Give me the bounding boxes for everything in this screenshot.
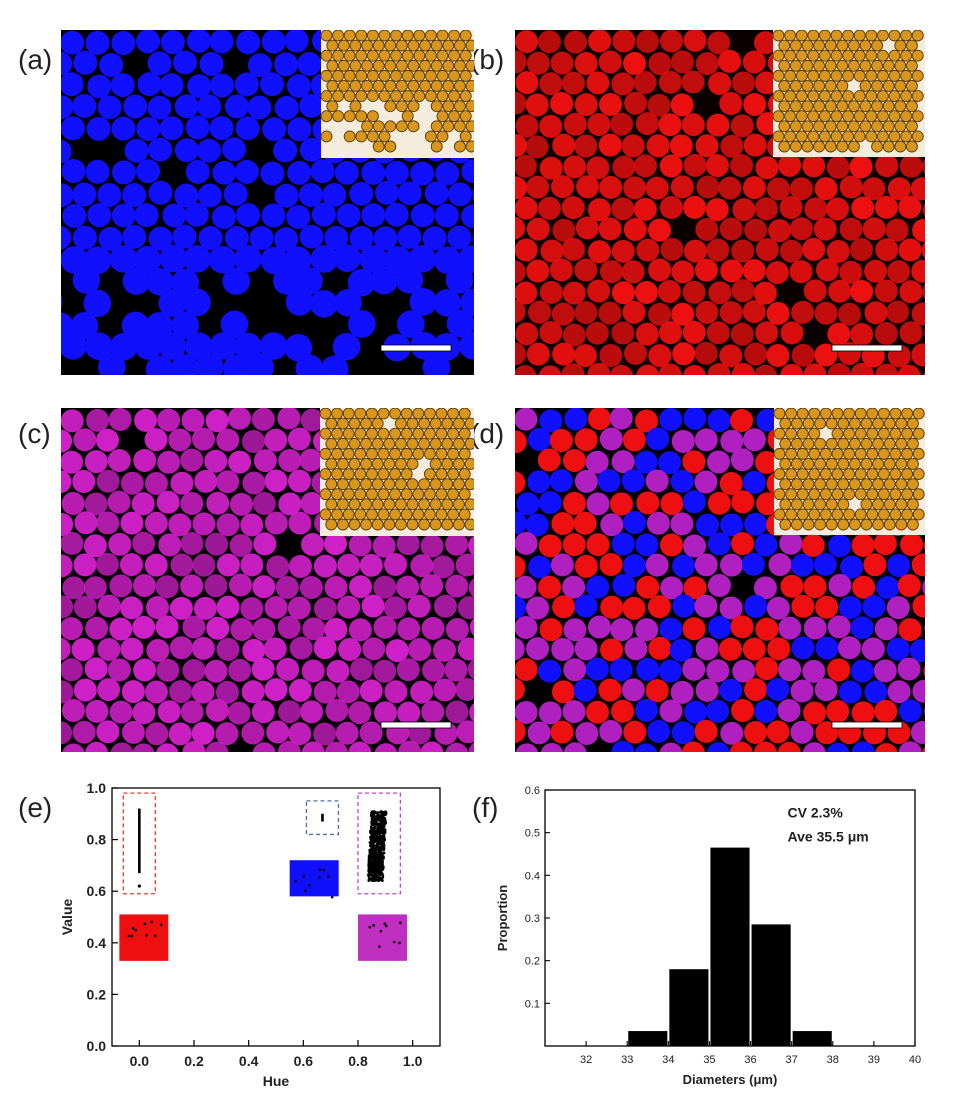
x-tick-label: 0.2: [184, 1053, 204, 1069]
swatch-red: [119, 914, 169, 961]
histogram-bar-36: [751, 924, 791, 1046]
x-tick-label: 33: [621, 1054, 633, 1066]
y-tick-label: 0.4: [87, 935, 107, 951]
histogram-bar-33: [628, 1031, 668, 1046]
annotation-1: Ave 35.5 μm: [788, 829, 869, 845]
x-tick-label: 32: [580, 1054, 592, 1066]
x-tick-label: 0.8: [348, 1053, 368, 1069]
y-tick-label: 0.6: [525, 785, 540, 797]
micrograph-c: [61, 408, 474, 752]
y-tick-label: 0.3: [525, 913, 540, 925]
y-tick-label: 0.6: [87, 883, 107, 899]
histogram-bar-35: [710, 847, 750, 1046]
histogram-bar-34: [669, 969, 709, 1046]
panel-label-a: (a): [18, 44, 53, 75]
panel-label-c: (c): [18, 418, 51, 449]
series-magenta: [357, 792, 407, 961]
panel-label-f: (f): [472, 792, 499, 823]
micro-b-image: [515, 30, 925, 375]
y-tick-label: 1.0: [87, 780, 107, 796]
y-tick-label: 0.8: [87, 832, 107, 848]
point-red-low: [137, 884, 141, 888]
panel-label-d: (d): [470, 418, 505, 449]
x-tick-label: 0.4: [239, 1053, 259, 1069]
diameter-histogram-chart: 32 33 34 35 36 37 38 39 40 0.1 0.2 0.3 0.4 0.5 0.6 Diam…: [495, 785, 921, 1087]
micrograph-d: [515, 408, 925, 752]
x-tick-label: 35: [703, 1054, 715, 1066]
swatch-blue: [289, 860, 339, 897]
x-tick-label: 0.0: [130, 1053, 150, 1069]
x-tick-label: 40: [909, 1054, 921, 1066]
swatch-magenta: [358, 914, 407, 961]
x-tick-label: 37: [786, 1054, 798, 1066]
selection-box-blue: [305, 800, 340, 836]
y-axis-label: Proportion: [495, 885, 510, 951]
micrograph-a: [61, 30, 474, 375]
series-red: [119, 792, 169, 961]
x-tick-label: 38: [827, 1054, 839, 1066]
x-tick-label: 39: [868, 1054, 880, 1066]
panel-label-b: (b): [470, 44, 505, 75]
y-tick-label: 0.1: [525, 998, 540, 1010]
selection-box-magenta: [357, 792, 402, 895]
y-tick-label: 0.4: [525, 870, 540, 882]
hue-value-scatter-chart: 0.0 0.2 0.4 0.6 0.8 1.0 0.0 0.2 0.4 0.6 0.8 1.0 Hue V…: [59, 780, 441, 1089]
series-blue: [289, 800, 340, 897]
micro-a-image: [61, 30, 474, 375]
selection-box-red: [122, 792, 156, 895]
plot-frame-e: [111, 787, 441, 1047]
y-axis-label: Value: [59, 899, 75, 936]
y-tick-label: 0.0: [87, 1038, 107, 1054]
x-tick-label: 1.0: [403, 1053, 423, 1069]
y-tick-label: 0.5: [525, 828, 540, 840]
micro-c-image: [61, 408, 474, 752]
panel-label-e: (e): [18, 792, 53, 823]
x-tick-label: 34: [662, 1054, 674, 1066]
micrograph-b: [515, 30, 925, 375]
x-tick-label: 0.6: [294, 1053, 314, 1069]
x-tick-label: 36: [744, 1054, 756, 1066]
histogram-bar-37: [792, 1031, 832, 1046]
micro-d-image: [515, 408, 925, 752]
y-tick-label: 0.2: [525, 956, 540, 968]
x-axis-label: Diameters (μm): [683, 1072, 778, 1087]
x-axis-label: Hue: [263, 1073, 290, 1089]
y-tick-label: 0.2: [87, 986, 107, 1002]
annotation-0: CV 2.3%: [788, 805, 844, 821]
